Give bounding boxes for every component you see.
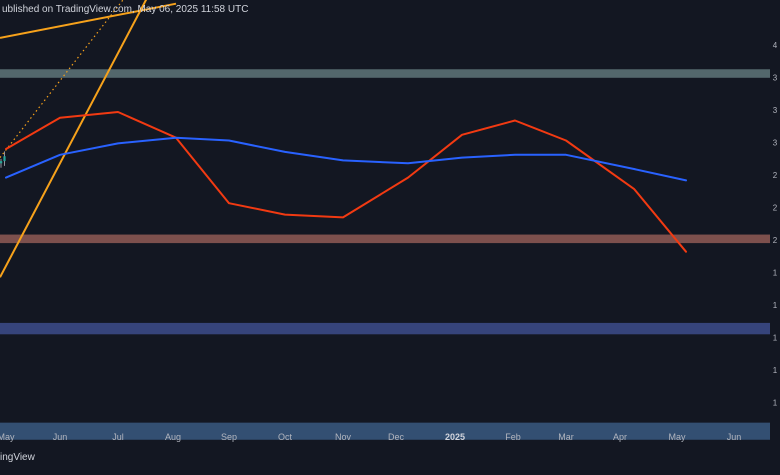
y-tick-label: 1 — [773, 301, 778, 310]
x-tick-label: Mar — [558, 432, 574, 442]
x-tick-label: Jul — [112, 432, 124, 442]
trendlines-layer — [0, 0, 177, 278]
y-tick-label: 3 — [773, 106, 778, 115]
moving-averages-layer — [5, 111, 687, 253]
published-caption: ublished on TradingView.com, May 06, 202… — [2, 4, 249, 15]
y-tick-label: 3 — [773, 139, 778, 148]
x-tick-label: Oct — [278, 432, 293, 442]
y-tick-label: 2 — [773, 171, 778, 180]
y-axis: 4 3 3 3 2 2 2 1 1 1 1 1 — [773, 41, 778, 408]
zone-support — [0, 322, 770, 335]
y-tick-label: 4 — [773, 41, 778, 50]
x-tick-label: Nov — [335, 432, 352, 442]
x-tick-label: Jun — [727, 432, 742, 442]
x-tick-label: Aug — [165, 432, 181, 442]
zone-lower — [0, 422, 770, 440]
candles-layer — [0, 151, 6, 168]
x-axis: May Jun Jul Aug Sep Oct Nov Dec 2025 Feb Mar Apr May… — [0, 432, 741, 442]
candle-body — [0, 161, 3, 164]
moving-average-1 — [5, 111, 687, 253]
zone-resistance — [0, 234, 770, 244]
candle — [3, 151, 6, 166]
x-tick-label: Feb — [505, 432, 521, 442]
y-tick-label: 2 — [773, 236, 778, 245]
x-tick-label: Jun — [53, 432, 68, 442]
candle — [0, 158, 3, 168]
x-tick-label: Apr — [613, 432, 627, 442]
x-tick-label: May — [0, 432, 15, 442]
x-tick-label: Sep — [221, 432, 237, 442]
y-tick-label: 3 — [773, 74, 778, 83]
y-tick-label: 1 — [773, 366, 778, 375]
y-tick-label: 1 — [773, 269, 778, 278]
zone-top — [0, 69, 770, 78]
y-tick-label: 2 — [773, 204, 778, 213]
x-tick-label: Dec — [388, 432, 405, 442]
y-tick-label: 1 — [773, 334, 778, 343]
tradingview-brand: ingView — [0, 452, 35, 463]
zones-layer — [0, 69, 770, 440]
x-tick-label: 2025 — [445, 432, 465, 442]
moving-average-2 — [5, 136, 687, 182]
trendline-3 — [0, 2, 177, 39]
candle-body — [3, 156, 6, 162]
y-tick-label: 1 — [773, 399, 778, 408]
x-tick-label: May — [668, 432, 686, 442]
